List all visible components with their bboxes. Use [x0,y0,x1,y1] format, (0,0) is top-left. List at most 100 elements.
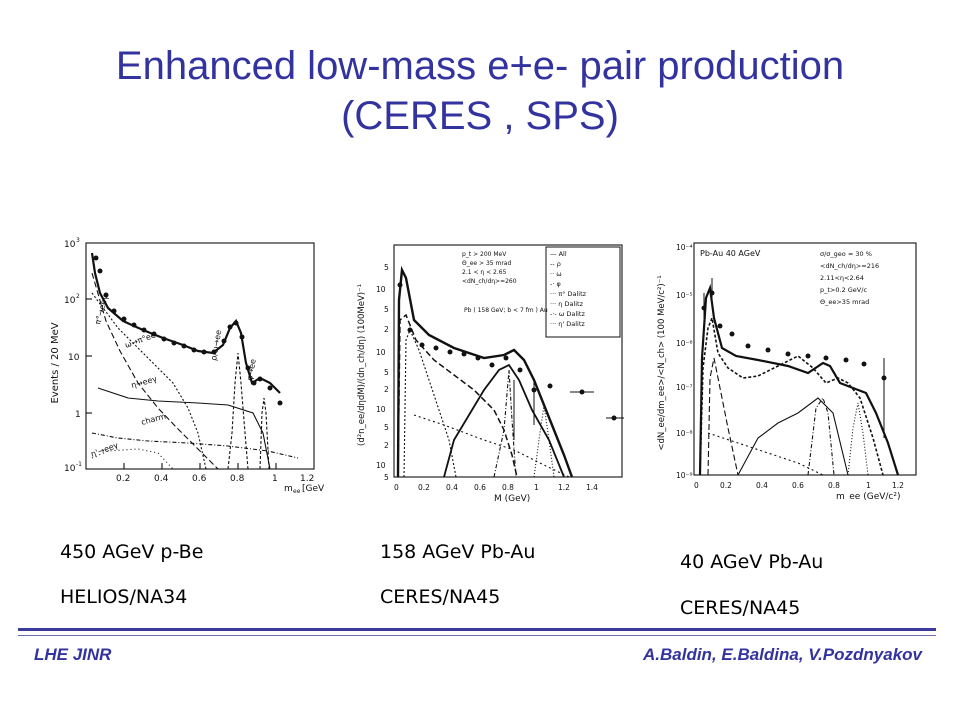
footer-divider-thin [18,635,936,636]
svg-text:1.2: 1.2 [300,474,314,484]
svg-text:1: 1 [534,483,539,492]
svg-text:10⁻⁷: 10⁻⁷ [676,383,693,392]
svg-text:m: m [284,484,293,494]
svg-text:-· φ: -· φ [550,280,561,288]
chart-ceres-40-svg: Pb-Au 40 AGeV σ/σ_geo ≈ 30 % <dN_ch/dη>=… [657,242,917,502]
svg-text:10: 10 [376,348,386,357]
svg-text:0.8: 0.8 [828,481,840,490]
helios-ytick-1: 10 [64,240,76,250]
svg-text:Events / 20 MeV: Events / 20 MeV [50,322,61,403]
svg-text:·· ω: ·· ω [550,270,562,278]
svg-text:ee: ee [293,488,301,495]
ceres158-legend [545,246,621,338]
svg-text:charm: charm [140,412,167,427]
footer-right: A.Baldin, E.Baldina, V.Pozdnyakov [643,645,922,664]
footer-divider [18,628,936,631]
svg-text:5: 5 [384,423,389,432]
caption-1-line2: HELIOS/NA34 [60,586,188,608]
svg-text:0: 0 [394,483,399,492]
svg-text:10: 10 [376,461,386,470]
svg-text:π°→eeγ: π°→eeγ [93,294,110,326]
svg-text:p_t > 200 MeV: p_t > 200 MeV [462,251,507,258]
svg-text:-1: -1 [76,461,82,468]
svg-text:-·- ω Dalitz: -·- ω Dalitz [550,310,585,318]
svg-text:0.6: 0.6 [474,483,486,492]
svg-text:0.4: 0.4 [446,483,458,492]
caption-3-line2: CERES/NA45 [680,597,801,619]
helios-ytick-4: 1 [75,410,81,420]
svg-text:0.2: 0.2 [720,481,732,490]
chart-ceres-40: Pb-Au 40 AGeV σ/σ_geo ≈ 30 % <dN_ch/dη>=… [648,238,926,502]
svg-text:1.2: 1.2 [892,481,904,490]
helios-ytick-5: 10 [64,464,76,474]
svg-text:<dN_ch/dη>=260: <dN_ch/dη>=260 [462,278,517,285]
svg-text:2: 2 [76,293,80,300]
svg-text:10⁻⁴: 10⁻⁴ [676,243,693,252]
svg-text:Θ_ee>35 mrad: Θ_ee>35 mrad [820,298,869,306]
ceres40-data-points [701,290,887,381]
chart-helios: 10 3 10 2 10 1 10 -1 0.2 0.4 0.6 0.8 1 1.2 m ee[… [48,233,328,495]
svg-text:<dN_ee/dm_ee>/<N_ch> (100 MeV/: <dN_ee/dm_ee>/<N_ch> (100 MeV/c²)⁻¹ [657,275,667,450]
svg-text:η'→eeγ: η'→eeγ [90,441,120,459]
chart-ceres-158: — All -- ρ ·· ω -· φ ··· π° Dalitz ··· η… [344,240,631,504]
svg-text:2: 2 [384,385,389,394]
svg-text:[GeV]: [GeV] [302,484,324,494]
svg-text:··· η' Dalitz: ··· η' Dalitz [550,320,585,328]
helios-data-points [93,255,283,406]
caption-2-line1: 158 AGeV Pb-Au [380,541,536,563]
svg-text:5: 5 [384,473,389,482]
svg-text:10: 10 [376,405,386,414]
svg-text:10⁻⁶: 10⁻⁶ [676,339,693,348]
slide-title-line1: Enhanced low-mass e+e- pair production [115,44,845,88]
footer-left: LHE JINR [34,645,112,664]
svg-text:(d²n_ee/dηdM)/(dn_ch/dη) (100M: (d²n_ee/dηdM)/(dn_ch/dη) (100MeV)⁻¹ [357,284,367,446]
svg-text:0.8: 0.8 [502,483,514,492]
svg-text:5: 5 [384,305,389,314]
svg-text:1: 1 [866,481,871,490]
chart-helios-svg: 10 3 10 2 10 1 10 -1 0.2 0.4 0.6 0.8 1 1.2 m ee[… [50,237,328,495]
helios-ytick-3: 10 [68,353,80,363]
svg-text:M (GeV): M (GeV) [494,494,530,502]
svg-text:0.8: 0.8 [230,474,245,484]
svg-text:··· η Dalitz: ··· η Dalitz [550,300,584,308]
svg-text:0.4: 0.4 [154,474,169,484]
caption-3-line1: 40 AGeV Pb-Au [680,551,824,573]
svg-text:3: 3 [76,237,80,244]
svg-text:0.6: 0.6 [192,474,207,484]
caption-1-line1: 450 AGeV p-Be [60,541,204,563]
svg-text:10⁻⁸: 10⁻⁸ [676,429,693,438]
svg-text:1: 1 [272,474,278,484]
svg-text:0.4: 0.4 [756,481,768,490]
svg-text:Θ_ee > 35 mrad: Θ_ee > 35 mrad [462,260,511,267]
svg-text:0.2: 0.2 [116,474,130,484]
svg-text:-- ρ: -- ρ [550,260,561,268]
svg-text:2: 2 [384,325,389,334]
svg-text:··· π° Dalitz: ··· π° Dalitz [550,290,587,298]
svg-text:2.11<η<2.64: 2.11<η<2.64 [820,274,864,282]
svg-text:0.2: 0.2 [418,483,430,492]
svg-text:ω→π°ee: ω→π°ee [124,330,157,349]
svg-text:σ/σ_geo ≈ 30 %: σ/σ_geo ≈ 30 % [820,250,872,258]
svg-text:<dN_ch/dη>=216: <dN_ch/dη>=216 [820,262,879,270]
svg-text:Pb ( 158 GeV; b < 7 fm ) Au: Pb ( 158 GeV; b < 7 fm ) Au [464,307,548,314]
svg-text:0.6: 0.6 [792,481,804,490]
svg-text:1.4: 1.4 [586,483,598,492]
svg-text:10⁻⁹: 10⁻⁹ [676,471,693,480]
slide-title-line2: (CERES , SPS) [341,94,619,138]
chart-ceres-158-svg: — All -- ρ ·· ω -· φ ··· π° Dalitz ··· η… [357,244,624,504]
svg-text:5: 5 [384,368,389,377]
svg-text:10: 10 [376,285,386,294]
caption-2-line2: CERES/NA45 [380,586,501,608]
svg-text:2: 2 [384,441,389,450]
legend-entry-all: — All [550,250,567,258]
helios-ytick-2: 10 [64,296,76,306]
svg-text:5: 5 [384,263,389,272]
svg-text:0: 0 [694,481,699,490]
svg-text:10⁻⁵: 10⁻⁵ [676,291,693,300]
svg-text:2.1 < η < 2.65: 2.1 < η < 2.65 [462,269,507,276]
svg-text:p_t>0.2 GeV/c: p_t>0.2 GeV/c [820,286,867,294]
svg-text:m_ee (GeV/c²): m_ee (GeV/c²) [836,492,900,500]
svg-text:φ→ee: φ→ee [245,358,258,381]
svg-text:1.2: 1.2 [558,483,570,492]
ceres40-title: Pb-Au 40 AGeV [700,249,761,258]
